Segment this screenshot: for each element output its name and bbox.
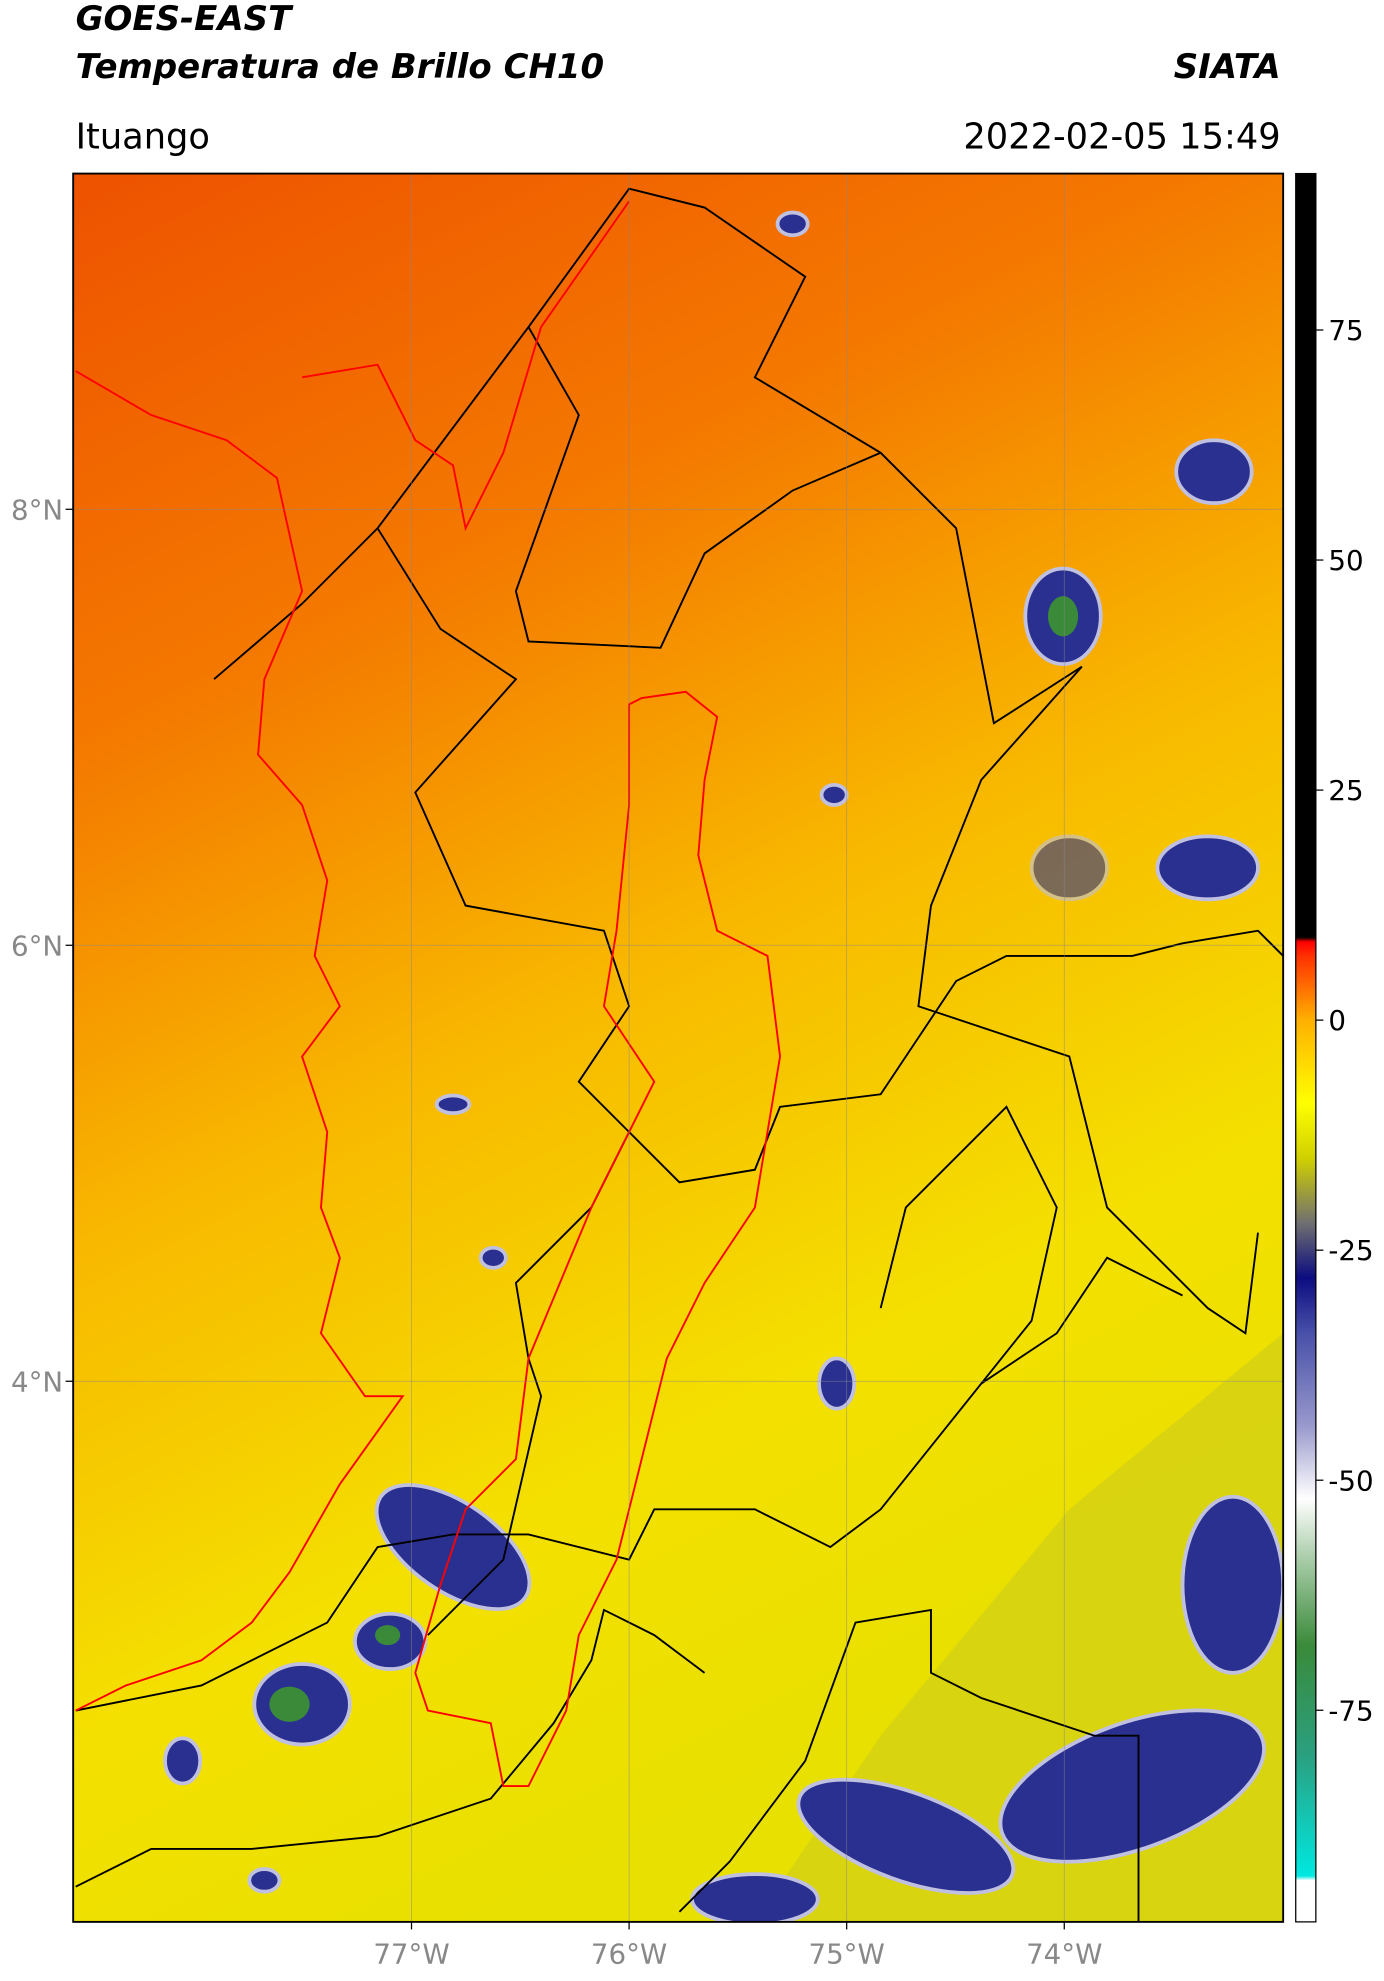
x-tick-label: 76°W (591, 1937, 667, 1970)
colorbar-tick-label: 25 (1328, 774, 1363, 807)
cold-cores (269, 596, 1079, 1722)
colorbar-tick-label: 75 (1328, 314, 1363, 347)
colorbar (1295, 172, 1317, 1923)
colorbar-tick-label: 0 (1328, 1004, 1346, 1037)
colorbar-tick-label: 50 (1328, 544, 1363, 577)
colorbar-tick-label: -75 (1328, 1694, 1373, 1727)
brand: SIATA (1174, 47, 1281, 87)
map-frame (72, 172, 1285, 1923)
x-tick-label: 75°W (808, 1937, 884, 1970)
x-tick-label: 77°W (373, 1937, 449, 1970)
subtitle: Temperatura de Brillo CH10 (76, 47, 604, 87)
coastline-and-basin (75, 200, 781, 1787)
gridlines (73, 173, 1284, 1922)
x-tick-label: 74°W (1026, 1937, 1102, 1970)
title: GOES-EAST (76, 0, 294, 39)
colorbar-tick-label: -25 (1328, 1234, 1373, 1267)
timestamp: 2022-02-05 15:49 (963, 116, 1280, 157)
y-tick-label: 4°N (11, 1365, 63, 1398)
map-area (73, 173, 1284, 1922)
colorbar-tick-label: -50 (1328, 1464, 1373, 1497)
borders (75, 187, 1284, 1922)
location: Ituango (76, 116, 210, 157)
cloud-cells (163, 210, 1284, 1922)
y-tick-label: 6°N (11, 929, 63, 962)
y-tick-label: 8°N (11, 493, 63, 526)
